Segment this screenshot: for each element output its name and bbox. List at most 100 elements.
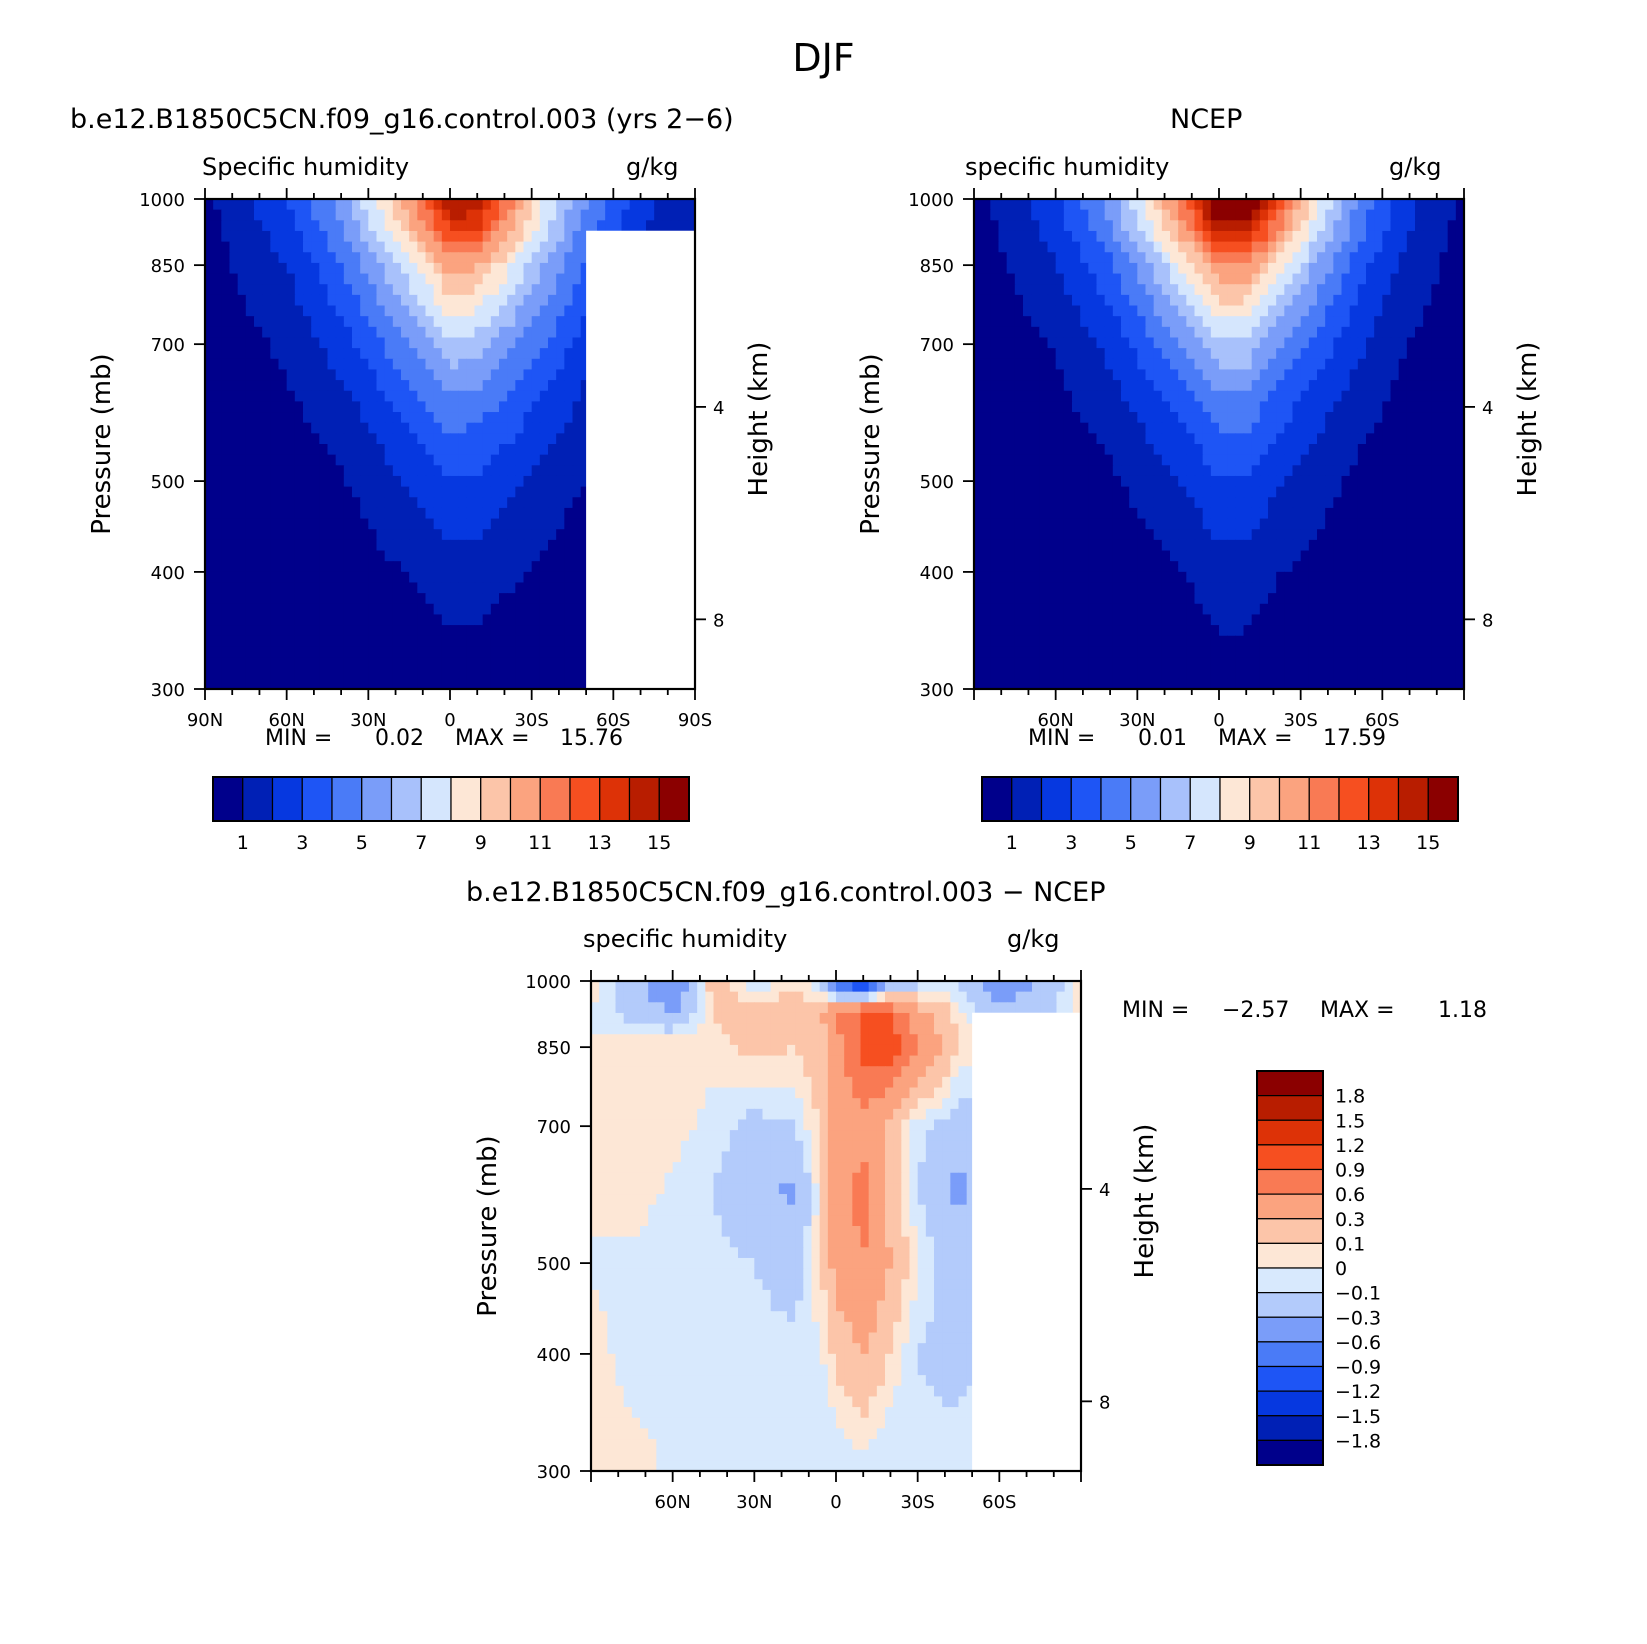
ncep-cell bbox=[1096, 401, 1106, 413]
model-cell bbox=[286, 507, 296, 520]
model-cell bbox=[409, 518, 418, 530]
model-cell bbox=[401, 497, 410, 509]
model-cell bbox=[433, 444, 443, 456]
ncep-cell bbox=[974, 454, 983, 466]
ncep-cell bbox=[1039, 561, 1049, 573]
ncep-cell bbox=[1104, 230, 1114, 243]
ncep-cell bbox=[1439, 422, 1449, 434]
ncep-cell bbox=[1210, 486, 1220, 498]
model-cell bbox=[409, 412, 418, 424]
model-cell bbox=[490, 454, 500, 466]
ncep-cell bbox=[1186, 294, 1196, 307]
model-cell bbox=[319, 199, 329, 211]
model-cell bbox=[556, 625, 565, 637]
ncep-cell bbox=[1112, 220, 1122, 232]
model-cell bbox=[360, 454, 369, 466]
model-cell bbox=[499, 603, 508, 616]
ncep-cell bbox=[990, 550, 1000, 562]
ncep-cell bbox=[1300, 422, 1310, 434]
ncep-cell bbox=[1382, 305, 1392, 317]
model-cell bbox=[482, 412, 492, 424]
model-cell bbox=[490, 539, 500, 552]
model-cell bbox=[245, 209, 255, 221]
model-cell bbox=[213, 358, 222, 371]
model-cell bbox=[466, 294, 476, 307]
model-cell bbox=[335, 614, 345, 626]
ncep-cell bbox=[1300, 550, 1310, 562]
model-x-tick-label: 30S bbox=[514, 710, 548, 731]
model-cell bbox=[221, 625, 231, 637]
ncep-cell bbox=[1023, 582, 1032, 594]
ncep-cell bbox=[1423, 561, 1432, 573]
ncep-cell bbox=[1121, 550, 1130, 562]
model-cell bbox=[360, 262, 369, 275]
model-cell bbox=[515, 401, 525, 413]
model-cell bbox=[425, 294, 435, 307]
ncep-cell bbox=[1390, 252, 1400, 264]
ncep-cell bbox=[1096, 252, 1106, 264]
model-cell bbox=[311, 603, 320, 616]
model-cell bbox=[376, 284, 386, 296]
model-cell bbox=[319, 380, 329, 392]
model-cell bbox=[629, 220, 639, 232]
model-cell bbox=[294, 678, 304, 690]
ncep-cell bbox=[1161, 252, 1171, 264]
model-cell bbox=[409, 657, 418, 669]
ncep-cell bbox=[1415, 561, 1424, 573]
model-cell bbox=[205, 241, 214, 253]
model-cell bbox=[327, 486, 337, 498]
model-cell bbox=[441, 252, 451, 264]
model-cell bbox=[254, 252, 263, 264]
model-cell bbox=[580, 380, 590, 392]
ncep-cell bbox=[1063, 539, 1073, 552]
model-cell bbox=[384, 550, 394, 562]
model-cell bbox=[286, 348, 296, 360]
ncep-cell bbox=[1439, 316, 1449, 328]
model-cell bbox=[499, 646, 508, 658]
ncep-cell bbox=[1423, 273, 1432, 285]
ncep-cell bbox=[1447, 433, 1457, 445]
ncep-cell bbox=[1072, 209, 1081, 221]
ncep-cell bbox=[1072, 518, 1081, 530]
ncep-cell bbox=[1390, 358, 1400, 371]
ncep-cell bbox=[1317, 561, 1326, 573]
ncep-cell bbox=[1080, 475, 1089, 488]
model-cell bbox=[319, 348, 329, 360]
model-cell bbox=[270, 401, 280, 413]
ncep-cell bbox=[990, 358, 1000, 371]
model-cell bbox=[531, 390, 541, 402]
ncep-cell bbox=[1137, 358, 1147, 371]
model-cell bbox=[213, 518, 222, 530]
model-cell bbox=[490, 422, 500, 434]
model-cell bbox=[229, 337, 239, 349]
model-cell bbox=[245, 358, 255, 371]
model-cell bbox=[686, 199, 696, 211]
model-cell bbox=[368, 422, 378, 434]
ncep-cell bbox=[1317, 305, 1326, 317]
model-cell bbox=[548, 507, 557, 520]
model-cell bbox=[548, 262, 557, 275]
model-cell bbox=[237, 433, 247, 445]
ncep-cell bbox=[1153, 358, 1163, 371]
ncep-cell bbox=[1129, 561, 1138, 573]
ncep-cell bbox=[1194, 454, 1204, 466]
model-cell bbox=[278, 486, 288, 498]
model-cell bbox=[450, 582, 459, 594]
model-cell bbox=[466, 316, 476, 328]
ncep-cell bbox=[1423, 550, 1432, 562]
ncep-cell bbox=[1072, 252, 1081, 264]
ncep-cell bbox=[1276, 465, 1285, 477]
model-cell bbox=[564, 199, 574, 211]
model-cell bbox=[556, 401, 565, 413]
ncep-cell bbox=[1031, 284, 1040, 296]
ncep-cell bbox=[1292, 390, 1302, 402]
model-cell bbox=[539, 241, 549, 253]
model-cell bbox=[262, 550, 271, 562]
model-cell bbox=[556, 252, 565, 264]
model-cell bbox=[376, 678, 386, 690]
model-cell bbox=[507, 657, 516, 669]
ncep-cell bbox=[1341, 305, 1351, 317]
ncep-cell bbox=[1088, 401, 1098, 413]
ncep-cell bbox=[1398, 252, 1408, 264]
ncep-cell bbox=[1341, 507, 1351, 520]
